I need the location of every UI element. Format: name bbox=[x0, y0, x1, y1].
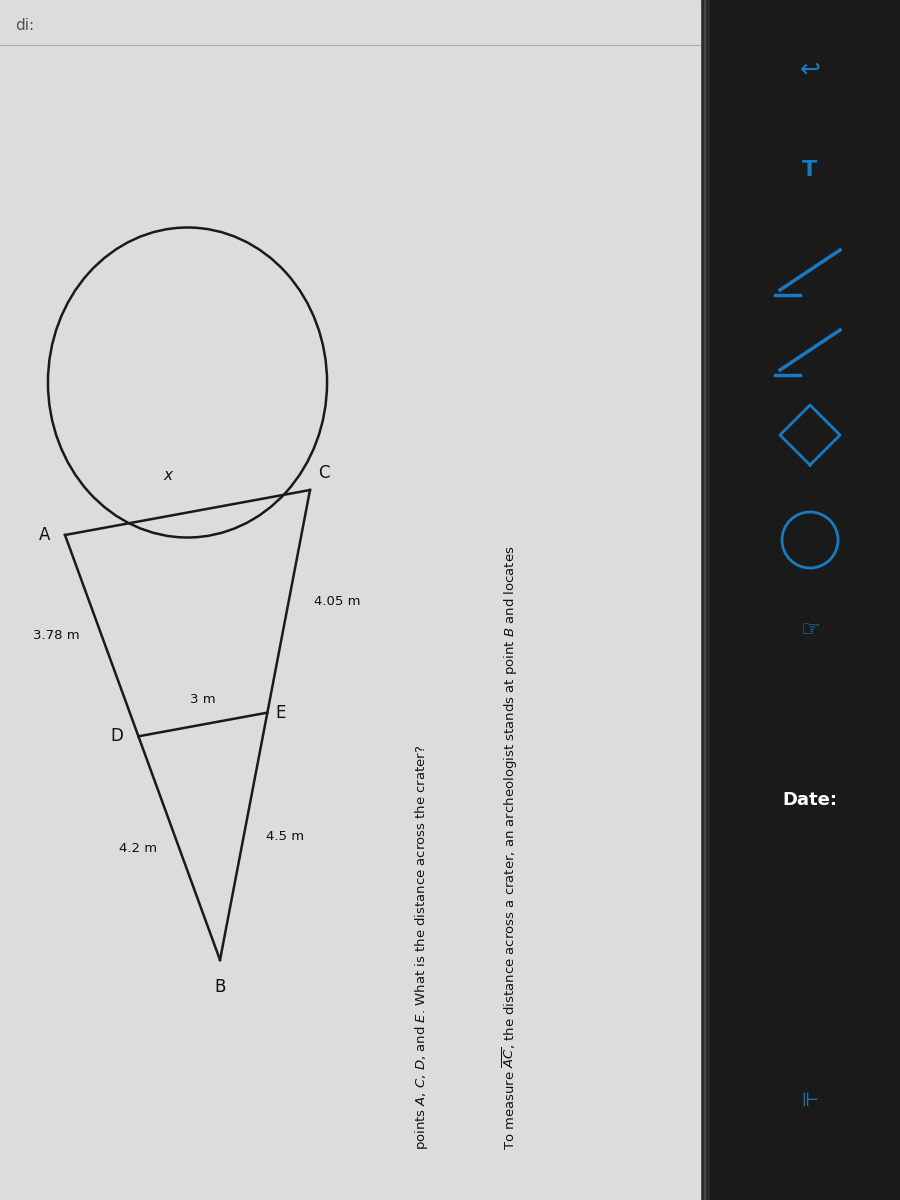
Text: 4.05 m: 4.05 m bbox=[314, 595, 360, 608]
Text: di:: di: bbox=[15, 18, 34, 32]
Bar bbox=[710, 0, 900, 1200]
Text: Date:: Date: bbox=[782, 791, 838, 809]
Text: 3 m: 3 m bbox=[190, 694, 216, 707]
Text: B: B bbox=[214, 978, 226, 996]
Bar bbox=[0, 0, 700, 1200]
Text: D: D bbox=[111, 727, 123, 745]
Text: 3.78 m: 3.78 m bbox=[33, 629, 80, 642]
Text: C: C bbox=[318, 464, 329, 482]
Text: 4.2 m: 4.2 m bbox=[119, 841, 158, 854]
Text: x: x bbox=[163, 468, 172, 482]
Text: ⊩: ⊩ bbox=[802, 1091, 818, 1110]
Text: E: E bbox=[275, 703, 285, 721]
Text: ☞: ☞ bbox=[800, 620, 820, 640]
Text: T: T bbox=[803, 160, 817, 180]
Text: A: A bbox=[39, 526, 50, 544]
Text: 4.5 m: 4.5 m bbox=[266, 830, 304, 842]
Text: points $A$, $C$, $D$, and $E$. What is the distance across the crater?: points $A$, $C$, $D$, and $E$. What is t… bbox=[413, 745, 430, 1150]
Text: To measure $\overline{AC}$, the distance across a crater, an archeologist stands: To measure $\overline{AC}$, the distance… bbox=[500, 546, 520, 1150]
Text: ↩: ↩ bbox=[799, 58, 821, 82]
